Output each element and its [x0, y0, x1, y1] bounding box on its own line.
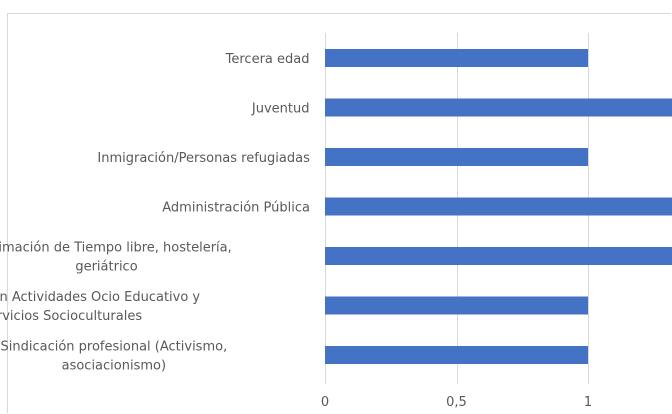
category-label: Inmigración/Personas refugiadas [97, 151, 310, 166]
category-label: Sindicación profesional (Activismo, asoci… [0, 340, 227, 374]
chart-frame [7, 13, 671, 413]
x-tick-label: 0,5 [446, 395, 467, 410]
category-label: Coordinación Actividades Ocio Educativo … [0, 290, 200, 324]
x-axis-tick-labels: 00,511,522,5 [321, 395, 592, 410]
bar [325, 98, 672, 117]
category-label: Animación de Tiempo libre, hostelería, ge… [0, 241, 232, 275]
bar [325, 247, 672, 265]
category-labels: Tercera edad Juventud Inmigración/Personas… [0, 52, 310, 374]
bars [325, 49, 672, 364]
bar [325, 49, 588, 67]
bar [325, 346, 588, 364]
x-tick-label: 0 [321, 395, 329, 410]
x-tick-label: 1 [584, 395, 592, 410]
category-label: Juventud [251, 102, 310, 117]
category-label: Tercera edad [225, 52, 310, 67]
bar [325, 197, 672, 216]
bar [325, 296, 588, 315]
bar [325, 148, 588, 166]
category-label: Administración Pública [162, 201, 310, 216]
